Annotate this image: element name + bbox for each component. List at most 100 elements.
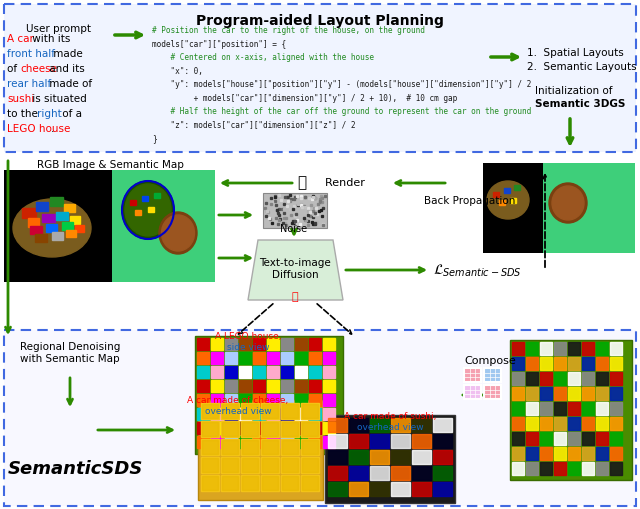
Bar	[267, 380, 279, 392]
Bar	[281, 408, 293, 420]
Bar	[239, 380, 251, 392]
Bar	[22, 208, 36, 218]
Text: "y": models["house"]["position"]["y"] - (models["house"]["dimension"]["y"] / 2: "y": models["house"]["position"]["y"] - …	[152, 80, 531, 89]
Bar	[241, 421, 259, 437]
Bar	[221, 439, 239, 455]
Bar	[391, 450, 410, 464]
Bar	[261, 421, 279, 437]
Bar	[281, 439, 299, 455]
Bar	[464, 385, 481, 399]
Bar	[610, 417, 622, 430]
Bar	[596, 357, 608, 370]
Bar	[261, 475, 279, 491]
Bar	[4, 4, 636, 152]
Bar	[323, 352, 335, 364]
Bar	[302, 404, 318, 418]
Bar	[201, 421, 219, 437]
Bar	[267, 422, 279, 434]
Bar	[540, 447, 552, 460]
Bar	[197, 436, 209, 448]
Bar	[295, 408, 307, 420]
Text: overhead view: overhead view	[205, 407, 271, 416]
Text: User prompt: User prompt	[26, 24, 90, 34]
Bar	[540, 462, 552, 475]
Bar	[540, 402, 552, 415]
Bar	[198, 400, 323, 500]
Bar	[568, 462, 580, 475]
Bar	[267, 408, 279, 420]
Bar	[370, 434, 389, 448]
Bar	[554, 342, 566, 355]
Bar	[568, 342, 580, 355]
Bar	[197, 394, 209, 406]
Bar	[62, 222, 73, 230]
Ellipse shape	[159, 212, 197, 254]
Bar	[526, 462, 538, 475]
Bar	[301, 439, 319, 455]
Bar	[267, 436, 279, 448]
Bar	[221, 403, 239, 419]
Bar	[253, 436, 265, 448]
Bar	[554, 387, 566, 400]
Bar	[201, 403, 219, 419]
Text: 2.  Semantic Layouts: 2. Semantic Layouts	[527, 62, 637, 72]
Text: and its: and its	[46, 64, 85, 74]
Bar	[75, 225, 84, 232]
Bar	[281, 338, 293, 350]
Bar	[253, 380, 265, 392]
Bar	[211, 380, 223, 392]
Bar	[267, 366, 279, 378]
Bar	[412, 434, 431, 448]
Bar	[493, 192, 499, 197]
Bar	[46, 224, 57, 232]
Bar	[540, 417, 552, 430]
Text: # Half the height of the car off the ground to represent the car on the ground: # Half the height of the car off the gro…	[152, 107, 531, 116]
Bar	[328, 482, 347, 496]
Text: A car: A car	[7, 34, 34, 44]
Bar	[281, 380, 293, 392]
Bar	[261, 403, 279, 419]
Bar	[221, 421, 239, 437]
Bar	[504, 188, 510, 193]
Bar	[211, 352, 223, 364]
Bar	[262, 404, 278, 418]
Bar	[295, 394, 307, 406]
Bar	[261, 439, 279, 455]
Text: made: made	[51, 49, 83, 59]
Bar	[540, 387, 552, 400]
Text: of a: of a	[59, 109, 82, 119]
Bar	[197, 366, 209, 378]
Bar	[323, 338, 335, 350]
Bar	[610, 342, 622, 355]
Bar	[433, 482, 452, 496]
Ellipse shape	[13, 199, 91, 257]
Bar	[202, 404, 218, 418]
Text: is situated: is situated	[29, 94, 86, 104]
Text: A LEGO house,: A LEGO house,	[215, 332, 281, 341]
Bar	[568, 357, 580, 370]
Bar	[281, 366, 293, 378]
Bar	[610, 432, 622, 445]
Text: A car made of sushi,: A car made of sushi,	[344, 412, 436, 421]
Bar	[323, 408, 335, 420]
Bar	[543, 163, 635, 253]
Bar	[412, 482, 431, 496]
Bar	[370, 418, 389, 432]
Bar	[309, 408, 321, 420]
Bar	[282, 440, 298, 454]
Bar	[323, 422, 335, 434]
Bar	[211, 366, 223, 378]
Bar	[253, 338, 265, 350]
Bar	[202, 422, 218, 436]
Bar	[262, 476, 278, 490]
Bar	[241, 403, 259, 419]
Bar	[540, 372, 552, 385]
Text: Render: Render	[318, 178, 365, 188]
Bar	[349, 450, 368, 464]
Bar	[370, 466, 389, 480]
Text: rear half: rear half	[7, 79, 51, 89]
Bar	[201, 457, 219, 473]
Bar	[510, 198, 516, 203]
Bar	[197, 380, 209, 392]
Text: Regional Denoising
with Semantic Map: Regional Denoising with Semantic Map	[20, 342, 120, 363]
